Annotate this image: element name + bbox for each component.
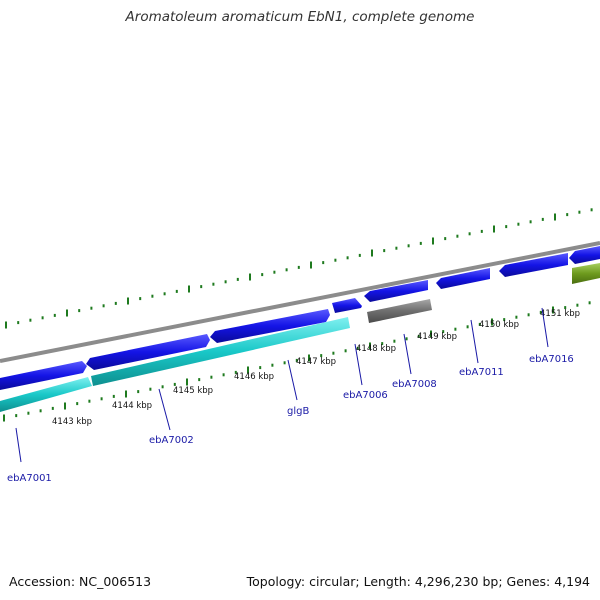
gene-label-ebA7011[interactable]: ebA7011 [459, 367, 504, 378]
reverse-strand-track [0, 263, 600, 412]
genome-summary-text: Topology: circular; Length: 4,296,230 bp… [246, 574, 590, 589]
label-leader [403, 333, 412, 375]
genome-backbone [0, 241, 600, 363]
outer-tick-track [5, 208, 593, 329]
scale-label: 4149 kbp [417, 332, 457, 342]
inner-tick-track [3, 301, 591, 422]
scale-label: 4145 kbp [173, 386, 213, 396]
scale-label: 4144 kbp [112, 401, 152, 411]
label-leader [287, 359, 298, 401]
gene-feature[interactable] [0, 377, 92, 412]
gene-label-ebA7001[interactable]: ebA7001 [7, 473, 52, 484]
label-leader [470, 319, 479, 364]
scale-label: 4148 kbp [356, 344, 396, 354]
gene-feature[interactable] [210, 309, 330, 343]
gene-label-ebA7006[interactable]: ebA7006 [343, 390, 388, 401]
gene-feature[interactable] [0, 361, 87, 390]
rna-feature[interactable] [572, 263, 600, 284]
scale-label: 4147 kbp [296, 357, 336, 367]
label-leader [158, 388, 171, 431]
gene-label-glgB[interactable]: glgB [287, 406, 309, 417]
label-leader [541, 307, 549, 348]
label-leader [354, 343, 363, 386]
pseudogene-feature[interactable] [367, 299, 432, 323]
gene-feature[interactable] [86, 334, 210, 370]
scale-labels: 4143 kbp 4144 kbp 4145 kbp 4146 kbp 4147… [52, 309, 580, 427]
gene-feature[interactable] [364, 280, 428, 302]
scale-label: 4151 kbp [540, 309, 580, 319]
label-leaders [15, 307, 549, 463]
forward-strand-track [0, 246, 600, 390]
accession-text: Accession: NC_006513 [9, 574, 152, 589]
gene-feature[interactable] [499, 253, 568, 277]
gene-feature[interactable] [436, 268, 490, 289]
scale-label: 4150 kbp [479, 320, 519, 330]
gene-label-ebA7016[interactable]: ebA7016 [529, 354, 574, 365]
gene-labels: ebA7001 ebA7002 glgB ebA7006 ebA7008 ebA… [7, 354, 574, 484]
scale-label: 4146 kbp [234, 372, 274, 382]
gene-feature[interactable] [91, 317, 350, 386]
map-title: Aromatoleum aromaticum EbN1, complete ge… [125, 9, 475, 25]
gene-label-ebA7008[interactable]: ebA7008 [392, 379, 437, 390]
gene-feature[interactable] [569, 246, 600, 264]
gene-label-ebA7002[interactable]: ebA7002 [149, 435, 194, 446]
scale-label: 4143 kbp [52, 417, 92, 427]
label-leader [15, 427, 22, 463]
gene-feature[interactable] [332, 298, 362, 313]
